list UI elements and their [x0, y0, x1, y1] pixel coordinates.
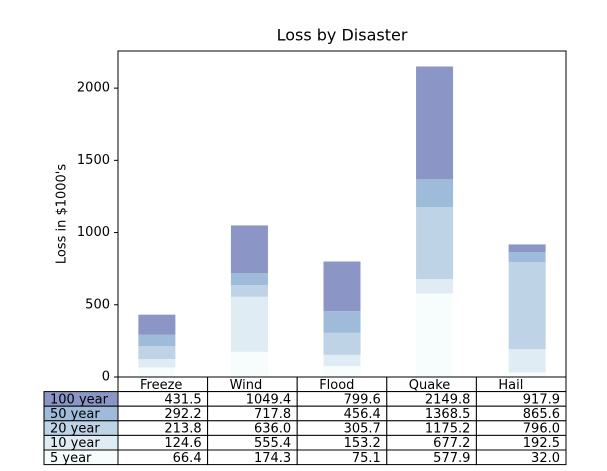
table-cell-text: 32.0: [531, 451, 560, 466]
bar-segment: [323, 354, 361, 367]
table-row-label: 100 year: [50, 392, 109, 407]
bar-segment: [508, 372, 546, 377]
table-header: Freeze: [140, 378, 182, 393]
table-cell-text: 2149.8: [425, 392, 471, 407]
bar-segment: [508, 262, 546, 350]
table-cell-text: 1175.2: [425, 422, 471, 437]
bar-segment: [416, 207, 454, 280]
bar-segment: [138, 359, 176, 368]
table-cell: [475, 449, 567, 466]
table-cell-text: 636.0: [254, 422, 291, 437]
bar-segment: [508, 349, 546, 373]
table-cell-text: 75.1: [352, 451, 381, 466]
table-cell-text: 456.4: [344, 407, 381, 422]
table-header: Wind: [230, 378, 263, 393]
chart-title: Loss by Disaster: [277, 26, 408, 45]
table-cell-text: 555.4: [254, 436, 291, 451]
bar-segment: [138, 367, 176, 377]
bar-segment: [138, 314, 176, 335]
table-cell-text: 153.2: [344, 436, 381, 451]
table-cell-text: 66.4: [173, 451, 202, 466]
table-cell-text: 431.5: [164, 392, 201, 407]
table-cell-text: 865.6: [523, 407, 560, 422]
table-row-label: 20 year: [50, 422, 100, 437]
bar-segment: [230, 296, 268, 352]
y-tick-label: 2000: [77, 81, 110, 96]
table-cell-text: 717.8: [254, 407, 291, 422]
bar-segment: [416, 293, 454, 377]
table-cell-text: 1368.5: [425, 407, 471, 422]
bar-segment: [323, 332, 361, 355]
y-tick-label: 1000: [77, 225, 110, 240]
bar-segment: [508, 251, 546, 263]
bar-segment: [416, 66, 454, 180]
table-cell-text: 1049.4: [246, 392, 292, 407]
bar-segment: [323, 366, 361, 377]
table-cell-text: 796.0: [523, 422, 560, 437]
table-cell-text: 305.7: [344, 422, 381, 437]
bar-segment: [230, 273, 268, 286]
bar-segment: [416, 179, 454, 208]
bar-segment: [230, 351, 268, 377]
table-cell-text: 292.2: [164, 407, 201, 422]
bar-segment: [508, 244, 546, 252]
y-tick-label: 1500: [77, 153, 110, 168]
bar-segment: [138, 334, 176, 347]
table-cell-text: 174.3: [254, 451, 291, 466]
table-row-label: 5 year: [50, 451, 92, 466]
table-cell-text: 677.2: [433, 436, 470, 451]
bar-segment: [230, 285, 268, 297]
table-cell-text: 124.6: [164, 436, 201, 451]
bar-segment: [138, 346, 176, 360]
bar-segment: [416, 279, 454, 294]
table-header: Quake: [409, 378, 451, 393]
bar-segment: [323, 261, 361, 312]
bar-segment: [323, 311, 361, 333]
table-cell-text: 577.9: [433, 451, 470, 466]
table-cell-text: 213.8: [164, 422, 201, 437]
table-cell-text: 192.5: [523, 436, 560, 451]
y-tick-label: 0: [102, 370, 110, 385]
table-cell-text: 799.6: [344, 392, 381, 407]
table-row-label: 10 year: [50, 436, 100, 451]
y-tick-label: 500: [85, 297, 110, 312]
bar-segment: [230, 225, 268, 274]
table-header: Flood: [319, 378, 354, 393]
table-row-label: 50 year: [50, 407, 100, 422]
table-cell-text: 917.9: [523, 392, 560, 407]
table-header: Hail: [498, 378, 523, 393]
y-axis-label: Loss in $1000's: [55, 164, 70, 265]
